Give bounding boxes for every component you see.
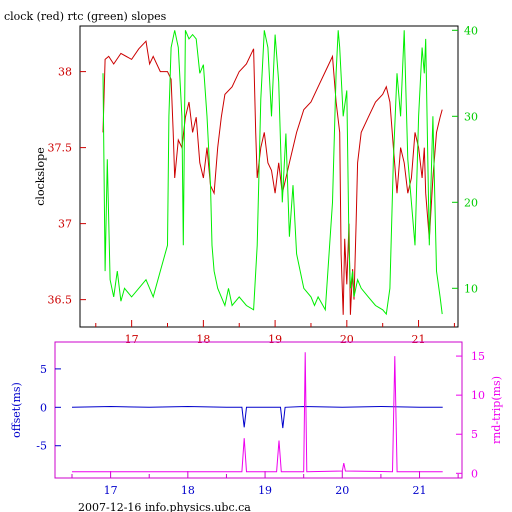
bottom-right-tick-label: 0 — [471, 467, 478, 480]
top-x-tick-label: 20 — [340, 333, 354, 346]
top-x-tick-label: 17 — [125, 333, 139, 346]
clock-slope-series-line — [102, 40, 443, 315]
bottom-left-tick-label: -5 — [36, 440, 47, 453]
top-left-tick-label: 38 — [58, 66, 72, 79]
top-x-tick-label: 18 — [196, 333, 210, 346]
footer-text: 2007-12-16 info.physics.ubc.ca — [78, 501, 251, 512]
bottom-right-tick-label: 10 — [471, 389, 485, 402]
top-right-tick-label: 40 — [464, 24, 478, 37]
roundtrip-series-line — [72, 352, 443, 473]
top-x-tick-label: 21 — [412, 333, 426, 346]
bottom-right-tick-label: 15 — [471, 350, 485, 363]
top-left-tick-label: 37 — [58, 218, 72, 231]
bottom-x-tick-label: 21 — [413, 484, 427, 497]
top-right-tick-label: 20 — [464, 196, 478, 209]
top-right-tick-label: 10 — [464, 282, 478, 295]
top-y-axis-label: clockslope — [34, 147, 47, 205]
roundtrip-axis-label: rnd-trip(ms) — [490, 376, 503, 444]
rtc-slope-series-line — [102, 30, 443, 316]
chart-title: clock (red) rtc (green) slopes — [4, 10, 167, 23]
top-x-tick-label: 19 — [268, 333, 282, 346]
bottom-x-tick-label: 19 — [258, 484, 272, 497]
top-left-tick-label: 36.5 — [48, 294, 73, 307]
top-frame — [79, 25, 459, 328]
offset-series-line — [71, 405, 443, 429]
top-right-tick-label: 30 — [464, 110, 478, 123]
bottom-frame — [54, 341, 463, 479]
bottom-chart: -5 0 5 0 5 10 15 17 18 19 20 21 offset(ms) rnd-trip(m… — [10, 341, 503, 497]
offset-axis-label: offset(ms) — [10, 382, 23, 438]
bottom-x-tick-label: 17 — [104, 484, 118, 497]
bottom-x-tick-label: 18 — [181, 484, 195, 497]
bottom-right-tick-label: 5 — [471, 428, 478, 441]
top-chart: 36.5 37 37.5 38 10 20 30 40 17 18 19 20 21 clockslope — [34, 24, 478, 346]
bottom-left-tick-label: 5 — [40, 363, 47, 376]
bottom-x-tick-label: 20 — [335, 484, 349, 497]
top-left-tick-label: 37.5 — [48, 142, 73, 155]
bottom-left-tick-label: 0 — [40, 401, 47, 414]
